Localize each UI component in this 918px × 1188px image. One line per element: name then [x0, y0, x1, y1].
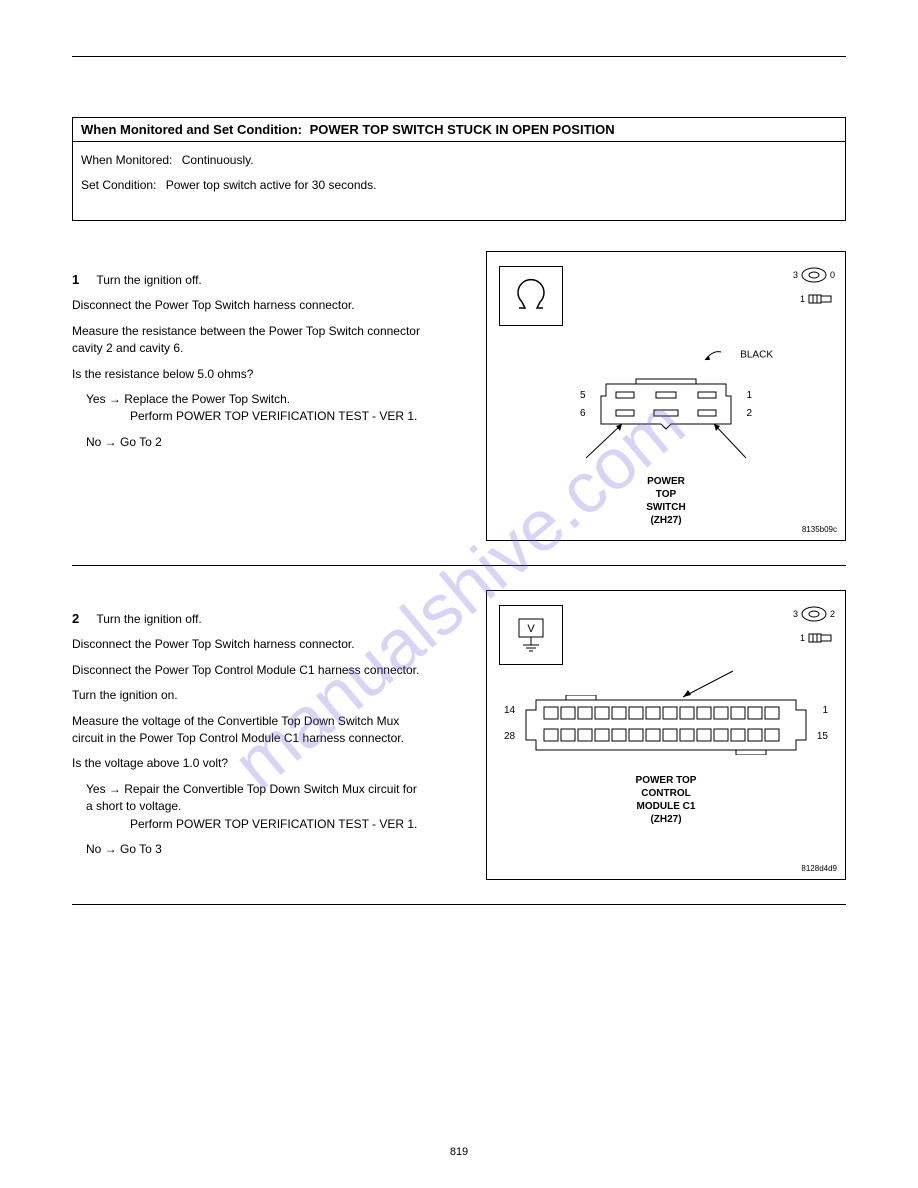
- test-1-text: 1 Turn the ignition off. Disconnect the …: [72, 251, 422, 452]
- pin-15: 15: [817, 731, 828, 742]
- t2-no: No → Go To 3: [86, 841, 162, 858]
- switch-connector: 5 1 6 2: [576, 374, 756, 435]
- d1-l1: POWER: [499, 475, 833, 488]
- header-rule: [72, 56, 846, 57]
- note-header: When Monitored and Set Condition: POWER …: [73, 118, 845, 142]
- pin-5: 5: [580, 390, 586, 401]
- pin-1: 1: [746, 390, 752, 401]
- t2-l1: Turn the ignition off.: [96, 612, 201, 626]
- connector-area-1: BLACK 5 1 6: [499, 356, 833, 527]
- test-2-diagram-col: V 3 2 1: [440, 590, 846, 880]
- t1-l3: Measure the resistance between the Power…: [72, 323, 422, 358]
- pin-6: 6: [580, 408, 586, 419]
- page-number: 819: [450, 1146, 468, 1158]
- corner-icons-2: 3 2 1: [793, 605, 835, 645]
- volt-icon: V: [509, 613, 553, 657]
- t2-l2: Disconnect the Power Top Switch harness …: [72, 636, 422, 653]
- d1-l3: SWITCH: [499, 501, 833, 514]
- t2-l3: Disconnect the Power Top Control Module …: [72, 662, 422, 679]
- corner-icon-harness-1: 3 0: [793, 266, 835, 284]
- connector-area-2: 14 1 28 15 POWER TOP CONTROL MODULE C1 (…: [499, 695, 833, 826]
- pin-14: 14: [504, 705, 515, 716]
- note-title: POWER TOP SWITCH STUCK IN OPEN POSITION: [310, 122, 615, 137]
- corner-icons-1: 3 0 1: [793, 266, 835, 306]
- step-1-num: 1: [72, 272, 79, 287]
- diag2-id: 8128d4d9: [801, 864, 837, 873]
- corner-icon-harness-2: 3 2: [793, 605, 835, 623]
- test-1-row: 1 Turn the ignition off. Disconnect the …: [72, 251, 846, 541]
- corner-icon-conn-1: 1: [800, 292, 835, 306]
- diag2-label: POWER TOP CONTROL MODULE C1 (ZH27): [499, 774, 833, 826]
- wm-text: Continuously.: [182, 153, 254, 167]
- note-box: When Monitored and Set Condition: POWER …: [72, 117, 846, 221]
- t1-intro: Turn the ignition off.: [96, 273, 201, 287]
- d2-l2: CONTROL: [499, 787, 833, 800]
- wm-label: When Monitored:: [81, 153, 172, 167]
- c2a-n: 3: [793, 609, 798, 619]
- step-2-num: 2: [72, 611, 79, 626]
- ohm-icon: [509, 274, 553, 318]
- diagram-1: 3 0 1 BLACK: [486, 251, 846, 541]
- divider-2: [72, 904, 846, 905]
- note-label: When Monitored and Set Condition:: [81, 122, 302, 137]
- sc-text: Power top switch active for 30 seconds.: [166, 178, 377, 192]
- t2-yes: Yes → Repair the Convertible Top Down Sw…: [86, 781, 422, 816]
- t1-l2: Disconnect the Power Top Switch harness …: [72, 297, 422, 314]
- test-2-text: 2 Turn the ignition off. Disconnect the …: [72, 590, 422, 859]
- module-connector: [506, 695, 826, 755]
- t2-yes-action: Perform POWER TOP VERIFICATION TEST - VE…: [130, 816, 422, 833]
- volt-icon-box: V: [499, 605, 563, 665]
- t1-no: No → Go To 2: [86, 434, 162, 451]
- black-text: BLACK: [740, 349, 773, 360]
- t1-yes-action: Perform POWER TOP VERIFICATION TEST - VE…: [130, 408, 422, 425]
- c2a-n2: 2: [830, 609, 835, 619]
- t2-l5: Measure the voltage of the Convertible T…: [72, 713, 422, 748]
- divider-1: [72, 565, 846, 566]
- d2-l1: POWER TOP: [499, 774, 833, 787]
- t2-q: Is the voltage above 1.0 volt?: [72, 755, 422, 772]
- c1b-n: 1: [800, 294, 805, 304]
- ohm-icon-box: [499, 266, 563, 326]
- note-body: When Monitored: Continuously. Set Condit…: [73, 142, 845, 220]
- pin-2: 2: [746, 408, 752, 419]
- corner-icon-conn-2: 1: [800, 631, 835, 645]
- d1-l2: TOP: [499, 488, 833, 501]
- d1-l4: (ZH27): [499, 514, 833, 527]
- black-label: BLACK: [703, 348, 773, 362]
- c1a-n2: 0: [830, 270, 835, 280]
- diagram-2: V 3 2 1: [486, 590, 846, 880]
- d2-l3: MODULE C1: [499, 800, 833, 813]
- t2-l4: Turn the ignition on.: [72, 687, 422, 704]
- pin-1b: 1: [822, 705, 828, 716]
- svg-text:V: V: [527, 623, 535, 635]
- diag1-label: POWER TOP SWITCH (ZH27): [499, 475, 833, 527]
- test-2-row: 2 Turn the ignition off. Disconnect the …: [72, 590, 846, 880]
- diag1-id: 8135b09c: [802, 525, 837, 534]
- t1-q: Is the resistance below 5.0 ohms?: [72, 366, 422, 383]
- c1a-n: 3: [793, 270, 798, 280]
- t1-yes: Yes → Replace the Power Top Switch.: [86, 391, 290, 408]
- test-1-diagram-col: 3 0 1 BLACK: [440, 251, 846, 541]
- pin-28: 28: [504, 731, 515, 742]
- sc-label: Set Condition:: [81, 178, 156, 192]
- d2-l4: (ZH27): [499, 813, 833, 826]
- c2b-n: 1: [800, 633, 805, 643]
